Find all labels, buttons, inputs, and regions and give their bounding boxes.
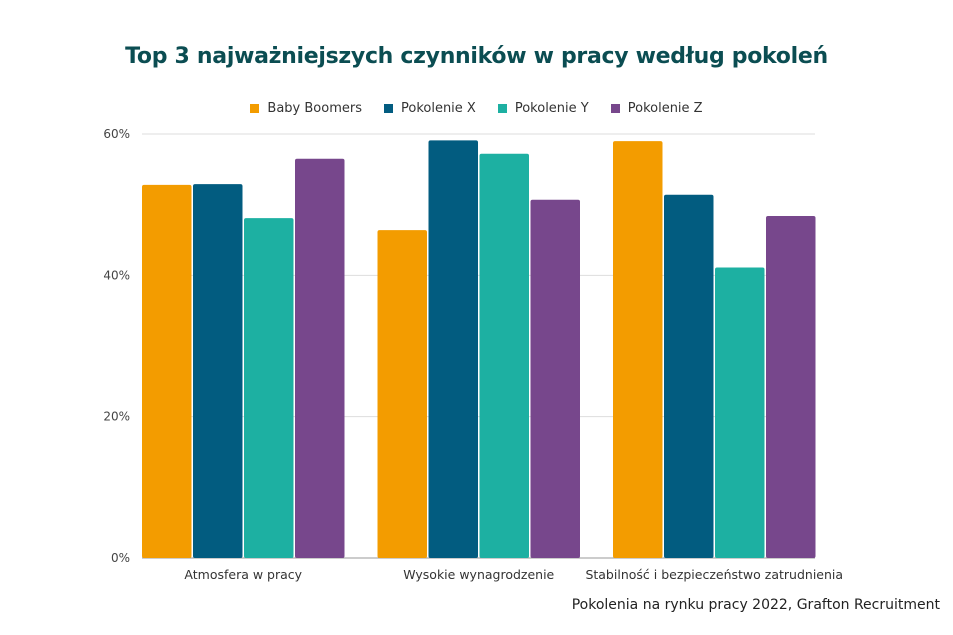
legend-label: Pokolenie X (400, 101, 476, 116)
bar (664, 194, 714, 559)
x-tick-label: Stabilność i bezpieczeństwo zatrudnienia (585, 567, 843, 582)
legend: Baby Boomers Pokolenie X Pokolenie Y Pok… (0, 101, 953, 116)
legend-swatch (250, 104, 260, 113)
legend-label: Pokolenie Z (627, 101, 703, 116)
bar (377, 230, 427, 558)
bar (142, 184, 192, 558)
x-tick-label: Wysokie wynagrodzenie (403, 567, 554, 582)
legend-item-pokolenie-y: Pokolenie Y (497, 101, 589, 116)
y-tick-label: 0% (111, 551, 130, 565)
bar (479, 153, 529, 558)
y-tick-label: 60% (103, 127, 130, 141)
bar (244, 218, 294, 559)
x-tick-label: Atmosfera w pracy (184, 567, 302, 582)
legend-item-pokolenie-z: Pokolenie Z (610, 101, 703, 116)
legend-swatch (610, 104, 620, 113)
bar (766, 215, 816, 558)
legend-item-baby-boomers: Baby Boomers (250, 101, 362, 116)
bar (193, 184, 243, 558)
legend-label: Pokolenie Y (514, 101, 589, 116)
legend-swatch (383, 104, 393, 113)
source-note: Pokolenia na rynku pracy 2022, Grafton R… (571, 597, 940, 613)
bar (715, 267, 765, 558)
legend-label: Baby Boomers (267, 101, 362, 116)
bar (530, 199, 580, 558)
y-tick-label: 20% (103, 410, 130, 424)
bar (295, 158, 345, 558)
legend-item-pokolenie-x: Pokolenie X (383, 101, 476, 116)
bar (428, 140, 478, 559)
y-tick-label: 40% (103, 268, 130, 282)
legend-swatch (497, 104, 507, 113)
bar (613, 141, 663, 559)
chart-title: Top 3 najważniejszych czynników w pracy … (125, 44, 828, 69)
